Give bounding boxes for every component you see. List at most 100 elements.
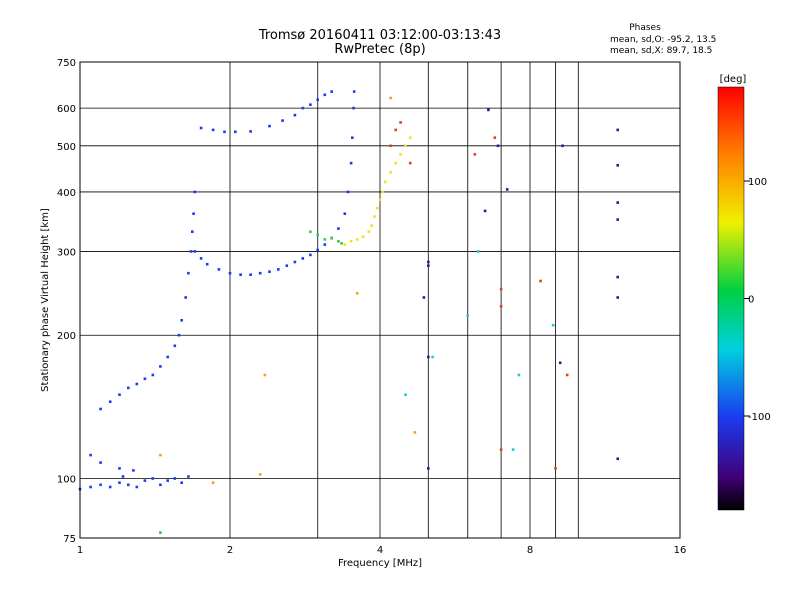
data-point: [151, 477, 155, 480]
series-transition-points: [309, 230, 343, 245]
data-point: [346, 190, 350, 194]
data-point: [427, 260, 430, 264]
data-point: [249, 130, 252, 133]
data-point: [258, 473, 262, 476]
data-point: [108, 485, 112, 489]
data-point: [427, 264, 430, 267]
data-point: [616, 201, 619, 204]
data-point: [558, 361, 562, 365]
data-point: [258, 271, 262, 275]
data-point: [180, 319, 183, 322]
colorbar: [717, 86, 745, 511]
data-point: [323, 238, 327, 241]
data-point: [205, 262, 209, 266]
data-point: [616, 275, 619, 279]
data-point: [193, 250, 197, 253]
data-point: [616, 457, 619, 461]
y-tick-label: 400: [57, 188, 76, 199]
data-point: [293, 260, 297, 264]
data-point: [408, 136, 412, 139]
data-point: [323, 243, 327, 246]
data-point: [616, 128, 619, 132]
data-point: [343, 243, 347, 246]
data-point: [132, 469, 135, 472]
data-point: [118, 481, 121, 484]
data-point: [330, 236, 333, 240]
series-o-mode-f1-trace: [99, 190, 197, 411]
data-point: [330, 90, 333, 93]
data-point: [505, 188, 509, 191]
data-point: [499, 287, 503, 291]
data-point: [281, 119, 284, 122]
data-point: [389, 144, 392, 148]
data-point: [352, 106, 355, 110]
colorbar-tick-label: 100: [748, 177, 767, 188]
data-point: [187, 271, 190, 275]
stats-line-x: mean, sd,X: 89.7, 18.5: [610, 46, 712, 56]
data-point: [499, 305, 503, 308]
data-point: [496, 144, 500, 148]
series-o-mode-f2-trace: [193, 90, 356, 276]
data-point: [376, 206, 379, 210]
y-tick-label: 75: [63, 534, 76, 545]
data-point: [316, 233, 319, 237]
data-point: [367, 230, 371, 233]
data-point: [268, 124, 271, 128]
data-point: [493, 136, 497, 139]
data-point: [355, 238, 359, 241]
data-point: [99, 461, 102, 464]
data-point: [223, 130, 226, 134]
chart-title: Tromsø 20160411 03:12:00-03:13:43: [258, 28, 501, 43]
y-tick-label: 600: [57, 104, 76, 115]
series-orange-isolated: [159, 96, 417, 484]
data-point: [389, 96, 392, 100]
data-point: [99, 483, 102, 487]
series-x-mode-trace: [343, 136, 412, 246]
data-point: [351, 136, 354, 139]
data-point: [349, 240, 353, 243]
data-point: [127, 483, 130, 487]
x-tick-label: 16: [674, 545, 687, 556]
data-point: [135, 485, 139, 489]
data-point: [561, 144, 564, 148]
data-point: [539, 279, 542, 283]
data-point: [355, 292, 359, 295]
x-tick-label: 1: [77, 545, 83, 556]
data-point: [249, 273, 252, 276]
y-tick-label: 100: [57, 475, 76, 486]
data-point: [108, 400, 112, 403]
data-point: [431, 355, 434, 359]
data-point: [394, 161, 397, 165]
data-point: [143, 377, 147, 381]
data-point: [381, 190, 384, 194]
data-point: [177, 333, 181, 337]
series-dark-isolated: [422, 108, 619, 470]
colorbar-label: [deg]: [720, 74, 747, 85]
data-point: [361, 235, 365, 239]
data-point: [180, 481, 183, 484]
data-point: [189, 250, 193, 253]
data-point: [263, 373, 267, 377]
data-point: [373, 215, 376, 218]
data-point: [408, 161, 412, 165]
data-point: [211, 128, 215, 132]
y-axis-label: Stationary phase Virtual Height [km]: [40, 208, 51, 392]
data-point: [404, 393, 407, 396]
stats-line-o: mean, sd,O: -95.2, 13.5: [610, 35, 716, 45]
data-point: [277, 268, 280, 271]
data-point: [349, 161, 353, 165]
colorbar-tick-label: 0: [748, 295, 754, 306]
data-point: [309, 103, 312, 106]
data-point: [199, 257, 203, 260]
data-point: [352, 90, 356, 93]
data-point: [301, 257, 305, 260]
plot-frame: [79, 61, 681, 539]
data-point: [316, 248, 319, 252]
data-point: [517, 373, 521, 377]
data-point: [293, 113, 297, 117]
data-point: [483, 209, 487, 213]
data-point: [337, 227, 340, 230]
data-point: [323, 93, 327, 97]
data-point: [159, 365, 162, 368]
data-point: [135, 382, 139, 386]
